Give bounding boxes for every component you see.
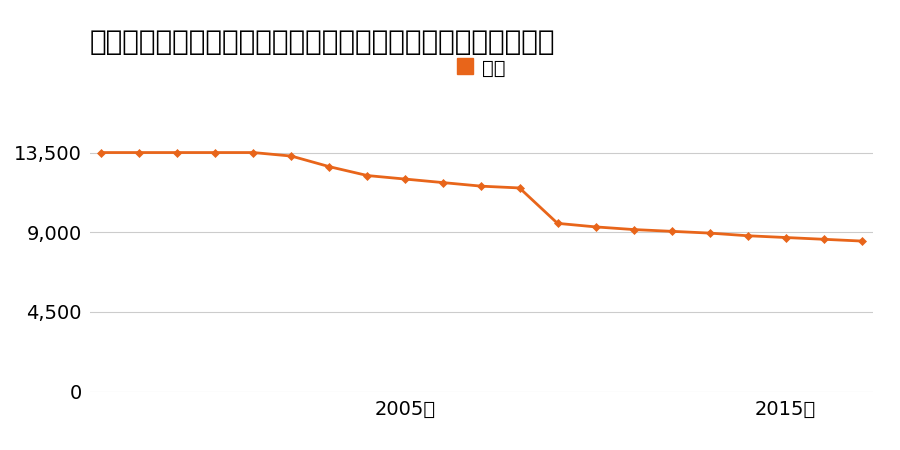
Legend: 価格: 価格	[449, 51, 514, 86]
Text: 新潟県三島郡出雲崎町大字大釜谷字深町１１番２０の地価推移: 新潟県三島郡出雲崎町大字大釜谷字深町１１番２０の地価推移	[90, 27, 555, 56]
